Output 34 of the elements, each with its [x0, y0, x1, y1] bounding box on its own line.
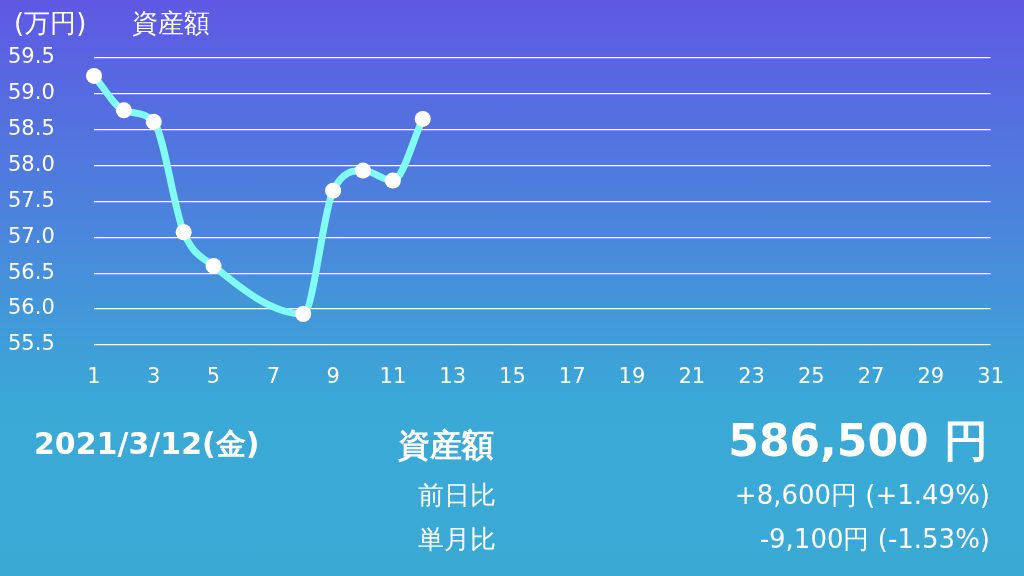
x-tick-label: 31	[977, 363, 1005, 388]
x-tick-label: 13	[439, 363, 467, 388]
x-tick-label: 11	[379, 363, 407, 388]
y-tick-label: 59.0	[8, 80, 55, 105]
text: +8,600円 (+1.49%)	[734, 479, 990, 512]
y-tick-label: 58.5	[8, 116, 55, 141]
y-tick-label: 55.5	[8, 331, 55, 356]
y-tick-label: 56.0	[8, 295, 55, 320]
x-tick-label: 29	[917, 363, 945, 388]
x-tick-label: 25	[797, 363, 825, 388]
x-tick-label: 7	[266, 363, 281, 388]
y-tick-label: 56.5	[8, 259, 55, 284]
x-tick-label: 23	[738, 363, 765, 388]
text: 586,500 円	[728, 414, 988, 468]
x-tick-label: 9	[326, 363, 340, 388]
x-tick-label: 19	[618, 363, 646, 388]
text: 単月比	[418, 523, 496, 556]
x-tick-label: 17	[558, 363, 586, 388]
text: 資産額	[398, 425, 494, 466]
x-tick-label: 3	[147, 363, 161, 388]
x-tick-label: 15	[499, 363, 526, 388]
y-axis-title: (万円)	[14, 7, 87, 40]
y-tick-label: 57.0	[8, 223, 55, 248]
y-tick-label: 58.0	[8, 152, 55, 176]
x-tick-label: 1	[87, 363, 101, 388]
y-tick-label: 57.5	[8, 187, 55, 212]
text: 2021/3/12(金)	[34, 425, 260, 463]
text: 前日比	[418, 479, 496, 512]
x-tick-label: 5	[206, 363, 221, 388]
x-tick-label: 27	[857, 363, 885, 388]
y-tick-label: 59.5	[8, 44, 55, 69]
x-tick-label: 21	[678, 363, 706, 388]
text: -9,100円 (-1.53%)	[759, 523, 990, 556]
chart-title: 資産額	[132, 7, 210, 40]
